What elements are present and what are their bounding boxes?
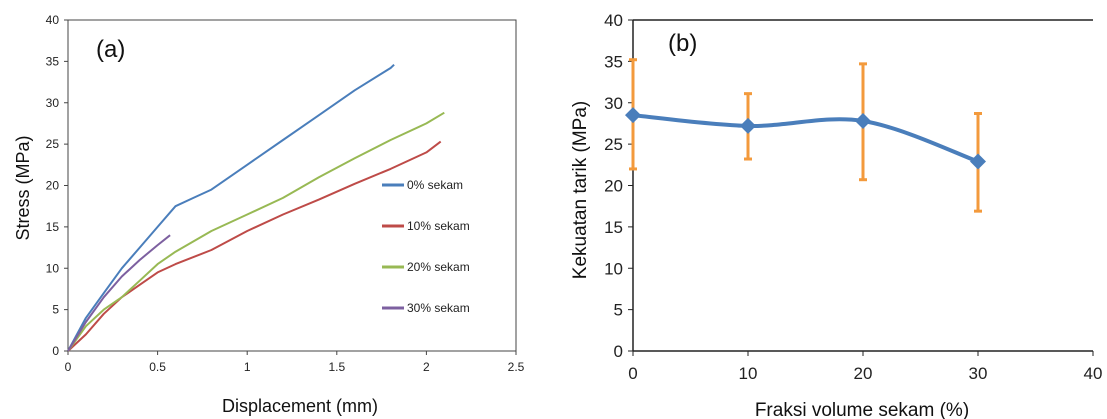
chart-a-xtick-label: 2 bbox=[423, 360, 430, 374]
chart-a-series-line-2 bbox=[67, 111, 445, 352]
chart-b-xtick-label: 0 bbox=[628, 364, 637, 383]
chart-a-legend: 0% sekam 10% sekam 20% sekam 30% sekam bbox=[382, 178, 470, 315]
chart-b-xtick-label: 10 bbox=[739, 364, 758, 383]
chart-b-ytick-label: 35 bbox=[604, 52, 623, 71]
chart-b-xtick-label: 30 bbox=[969, 364, 988, 383]
chart-b-axes: 0 10 20 30 40 0 5 10 15 20 25 30 35 40 bbox=[604, 11, 1102, 383]
chart-a-legend-label: 10% sekam bbox=[407, 219, 470, 233]
chart-a-xlabel: Displacement (mm) bbox=[222, 396, 378, 416]
chart-b-xtick-label: 20 bbox=[854, 364, 873, 383]
chart-a-ytick-label: 25 bbox=[46, 137, 60, 151]
chart-a-xtick-label: 2.5 bbox=[508, 360, 525, 374]
chart-b-error-bars bbox=[629, 58, 982, 213]
chart-a-ytick-label: 0 bbox=[52, 344, 59, 358]
chart-b-ytick-label: 25 bbox=[604, 135, 623, 154]
chart-b-xtick-label: 40 bbox=[1084, 364, 1103, 383]
chart-a-ytick-label: 40 bbox=[46, 13, 60, 27]
chart-a-ytick-label: 20 bbox=[46, 179, 60, 193]
chart-a-legend-label: 0% sekam bbox=[407, 178, 463, 192]
chart-b-ytick-label: 30 bbox=[604, 94, 623, 113]
chart-b-ytick-label: 40 bbox=[604, 11, 623, 30]
chart-b-data-point bbox=[740, 117, 756, 134]
chart-a-xtick-label: 1.5 bbox=[328, 360, 345, 374]
chart-a-legend-label: 20% sekam bbox=[407, 260, 470, 274]
chart-b-xlabel: Fraksi volume sekam (%) bbox=[755, 400, 969, 419]
chart-b-series-line bbox=[632, 113, 979, 164]
chart-a-xtick-label: 0.5 bbox=[149, 360, 166, 374]
chart-b-data-point bbox=[855, 112, 871, 129]
chart-a-ytick-label: 10 bbox=[46, 261, 60, 275]
chart-b-data-point bbox=[625, 107, 641, 124]
chart-a-series-line-0 bbox=[67, 63, 395, 352]
chart-a-ytick-label: 5 bbox=[52, 303, 59, 317]
chart-b-ylabel: Kekuatan tarik (MPa) bbox=[570, 101, 591, 279]
chart-a-ytick-label: 30 bbox=[46, 96, 60, 110]
chart-b-ytick-label: 15 bbox=[604, 218, 623, 237]
chart-a-axes: 0 0.5 1 1.5 2 2.5 0 5 10 15 20 25 30 35 40 bbox=[46, 13, 525, 374]
chart-b: (b) Fraksi volume sekam (%) Kekuatan tar… bbox=[570, 11, 1102, 419]
chart-a-legend-label: 30% sekam bbox=[407, 301, 470, 315]
chart-a-ytick-label: 35 bbox=[46, 54, 60, 68]
panel-b-label: (b) bbox=[668, 30, 697, 57]
chart-a-ylabel: Stress (MPa) bbox=[13, 135, 33, 240]
panel-a-label: (a) bbox=[96, 36, 125, 63]
chart-b-ytick-label: 0 bbox=[614, 342, 623, 361]
chart-a-xtick-label: 0 bbox=[65, 360, 72, 374]
chart-b-data-point bbox=[970, 153, 986, 170]
chart-b-series bbox=[625, 107, 986, 170]
chart-a: (a) Displacement (mm) Stress (MPa) 0 0.5 1… bbox=[13, 13, 525, 416]
chart-a-series-line-1 bbox=[67, 140, 442, 352]
chart-a-xtick-label: 1 bbox=[244, 360, 251, 374]
chart-a-ytick-label: 15 bbox=[46, 220, 60, 234]
chart-b-ytick-label: 10 bbox=[604, 259, 623, 278]
chart-b-ytick-label: 20 bbox=[604, 177, 623, 196]
chart-b-ytick-label: 5 bbox=[614, 301, 623, 320]
chart-a-series bbox=[67, 63, 445, 352]
chart-a-series-line-3 bbox=[67, 234, 171, 352]
